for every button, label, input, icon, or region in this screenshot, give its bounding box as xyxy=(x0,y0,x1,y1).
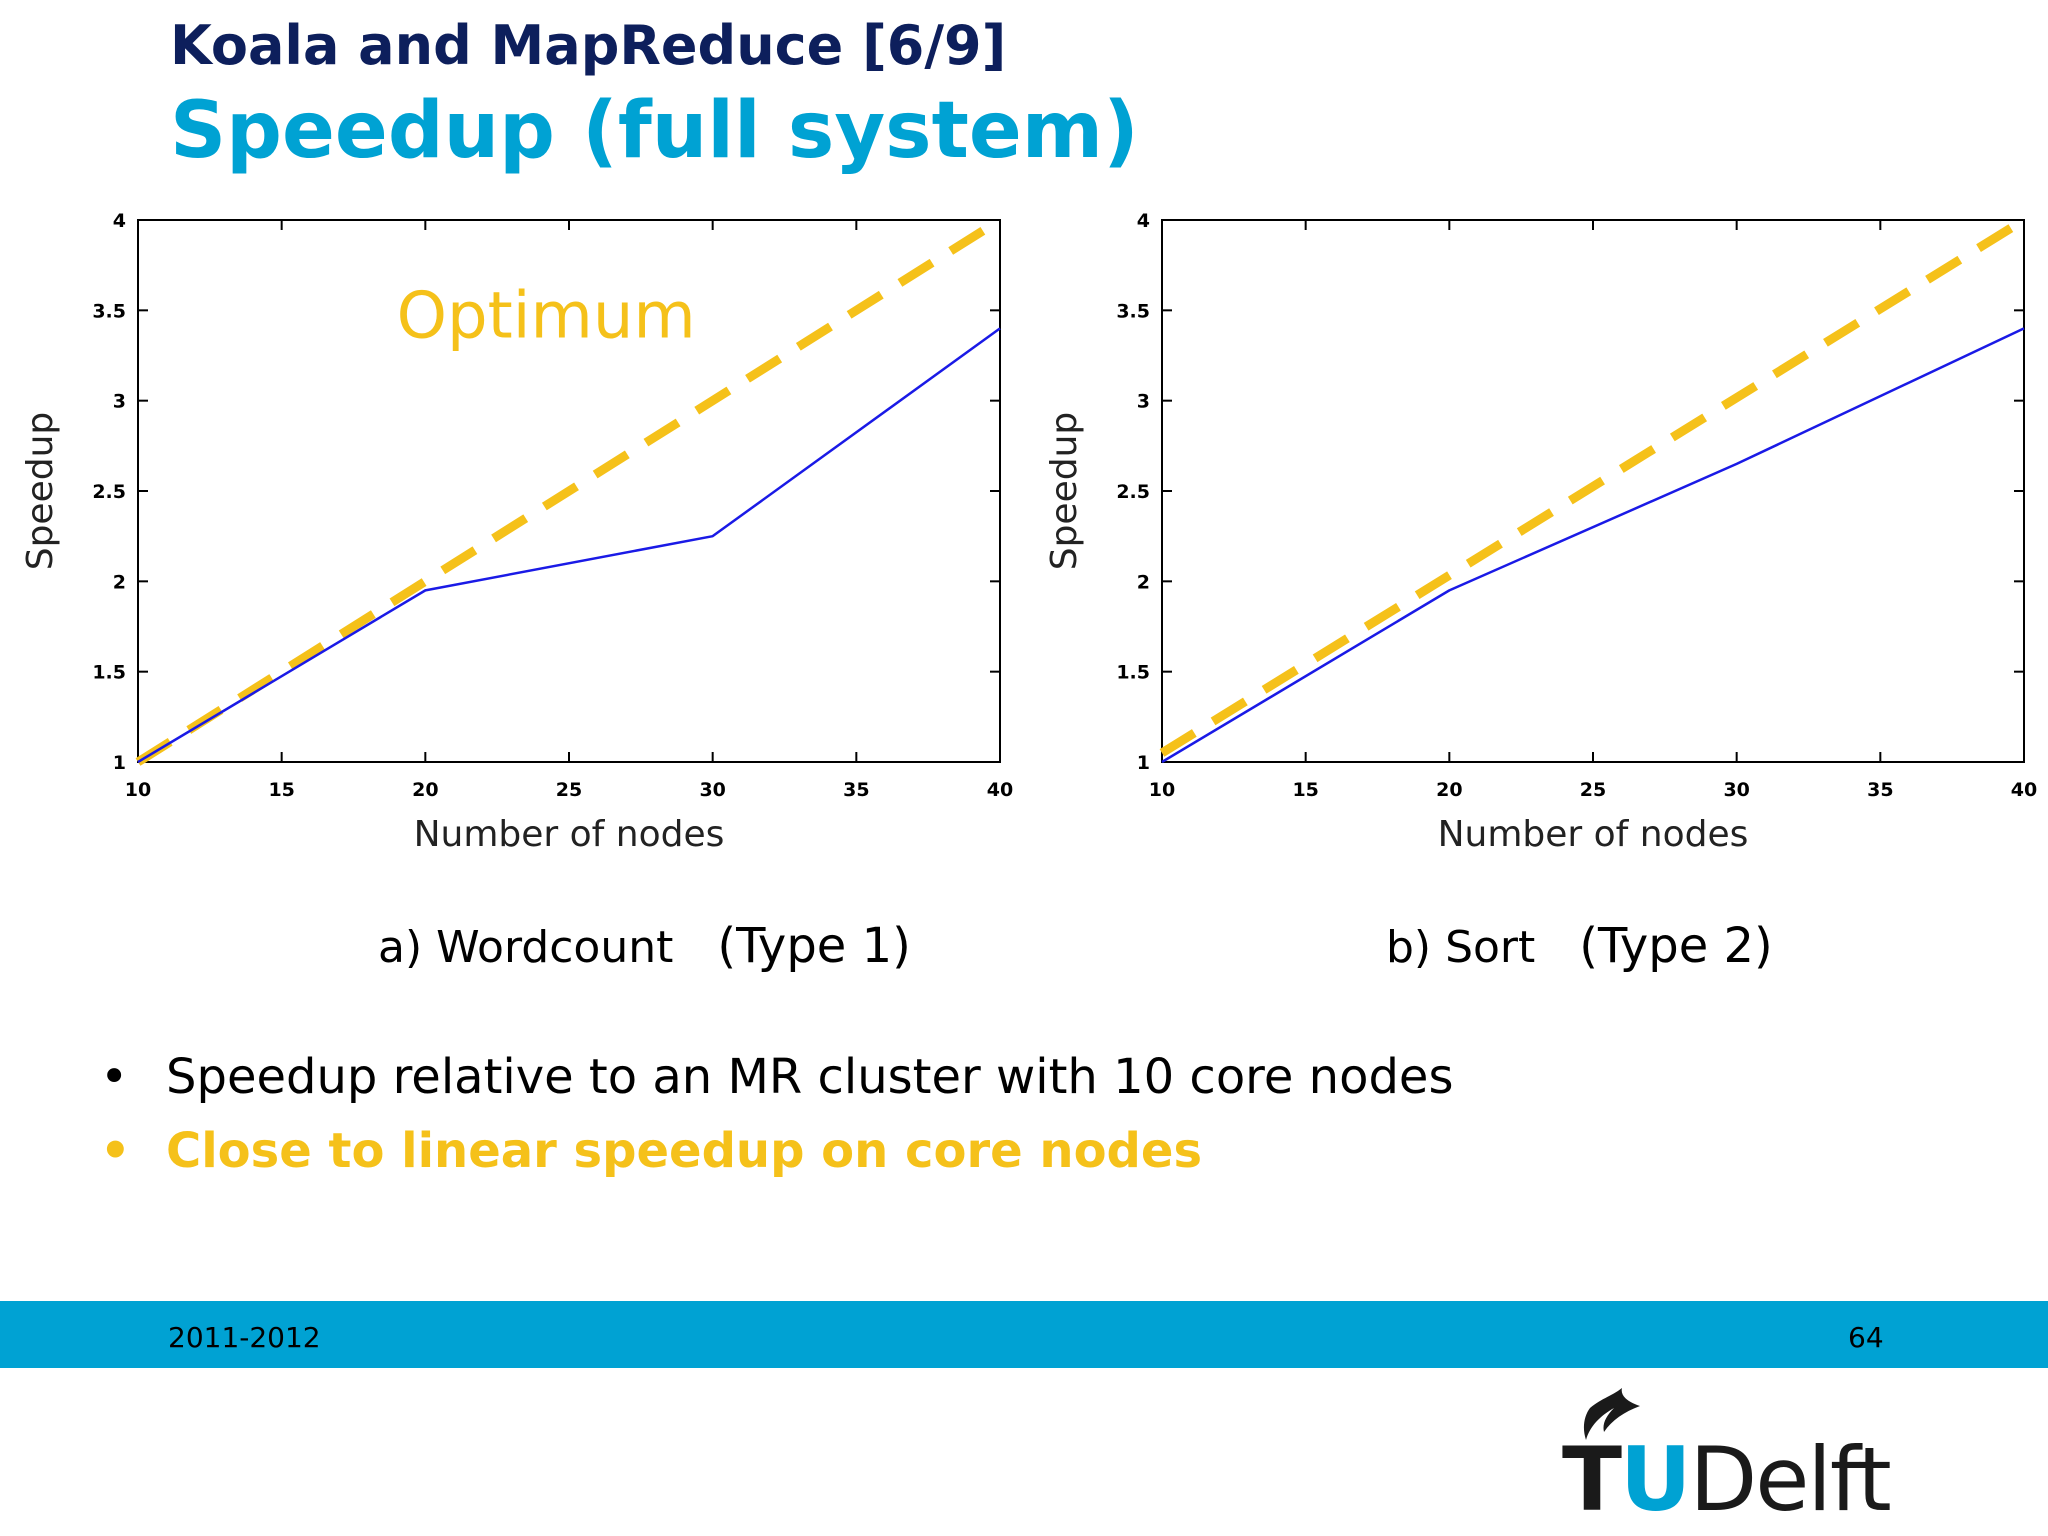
x-tick-label: 15 xyxy=(1292,779,1318,801)
y-tick-label: 3 xyxy=(113,391,126,413)
x-tick-label: 35 xyxy=(843,779,869,801)
slide-title: Koala and MapReduce [6/9] xyxy=(170,14,1007,77)
series-measured-line xyxy=(137,327,1001,764)
chart-wordcount: 10 15 20 25 30 35 40 1 1.5 2 2.5 3 3.5 4 Number of nod… xyxy=(20,210,1013,855)
x-tick-label: 20 xyxy=(1436,779,1462,801)
y-tick-label: 1.5 xyxy=(1116,662,1150,684)
x-tick-label: 30 xyxy=(699,779,725,801)
series-measured-line xyxy=(1161,327,2025,764)
bullet-marker: • xyxy=(100,1123,131,1179)
optimum-annotation: Optimum xyxy=(397,279,696,353)
tudelft-logo: TUDelft xyxy=(1562,1386,1892,1531)
y-tick-label: 1 xyxy=(1137,752,1150,774)
caption-type: (Type 1) xyxy=(717,918,911,974)
bullet-list: • Speedup relative to an MR cluster with… xyxy=(100,1040,1453,1188)
x-tick-label: 30 xyxy=(1723,779,1749,801)
y-tick-label: 2 xyxy=(1137,571,1150,593)
x-tick-label: 25 xyxy=(556,779,582,801)
y-tick-label: 2.5 xyxy=(92,481,126,503)
x-tick-label: 40 xyxy=(2011,779,2037,801)
y-tick-label: 3.5 xyxy=(1116,300,1150,322)
y-axis-title: Speedup xyxy=(20,412,61,571)
caption-wordcount: a) Wordcount (Type 1) xyxy=(378,918,911,974)
x-tick-label: 25 xyxy=(1580,779,1606,801)
y-axis-title: Speedup xyxy=(1044,412,1085,571)
x-axis-title: Number of nodes xyxy=(414,814,725,855)
footer-year: 2011-2012 xyxy=(168,1321,321,1354)
y-tick-label: 3 xyxy=(1137,391,1150,413)
series-optimum-line xyxy=(1159,216,2027,757)
x-tick-label: 20 xyxy=(412,779,438,801)
y-tick-label: 1.5 xyxy=(92,662,126,684)
bullet-text: Close to linear speedup on core nodes xyxy=(166,1123,1203,1179)
y-tick-label: 1 xyxy=(113,752,126,774)
bullet-marker: • xyxy=(100,1049,129,1105)
series-optimum-line xyxy=(135,216,1003,766)
logo-text: TUDelft xyxy=(1562,1428,1892,1531)
x-axis-title: Number of nodes xyxy=(1438,814,1749,855)
caption-sort: b) Sort (Type 2) xyxy=(1386,918,1773,974)
caption-label: a) Wordcount xyxy=(378,922,674,973)
bullet-item: • Speedup relative to an MR cluster with… xyxy=(100,1040,1453,1114)
y-tick-label: 2 xyxy=(113,571,126,593)
x-tick-label: 40 xyxy=(987,779,1013,801)
y-tick-label: 4 xyxy=(1137,210,1150,232)
flame-icon xyxy=(1583,1388,1640,1440)
x-tick-label: 10 xyxy=(1149,779,1175,801)
caption-type: (Type 2) xyxy=(1579,918,1773,974)
x-tick-label: 10 xyxy=(125,779,151,801)
y-tick-label: 3.5 xyxy=(92,300,126,322)
y-tick-label: 2.5 xyxy=(1116,481,1150,503)
bullet-item: • Close to linear speedup on core nodes xyxy=(100,1114,1453,1188)
page-number: 64 xyxy=(1848,1321,1884,1354)
x-tick-label: 15 xyxy=(268,779,294,801)
chart-sort: 10 15 20 25 30 35 40 1 1.5 2 2.5 3 3.5 4 Number of nod… xyxy=(1044,210,2037,855)
footer-bar: 2011-2012 64 xyxy=(0,1301,2048,1368)
bullet-text: Speedup relative to an MR cluster with 1… xyxy=(166,1049,1454,1105)
slide-subtitle: Speedup (full system) xyxy=(170,86,1139,176)
y-tick-label: 4 xyxy=(113,210,126,232)
x-tick-label: 35 xyxy=(1867,779,1893,801)
caption-label: b) Sort xyxy=(1386,922,1536,973)
